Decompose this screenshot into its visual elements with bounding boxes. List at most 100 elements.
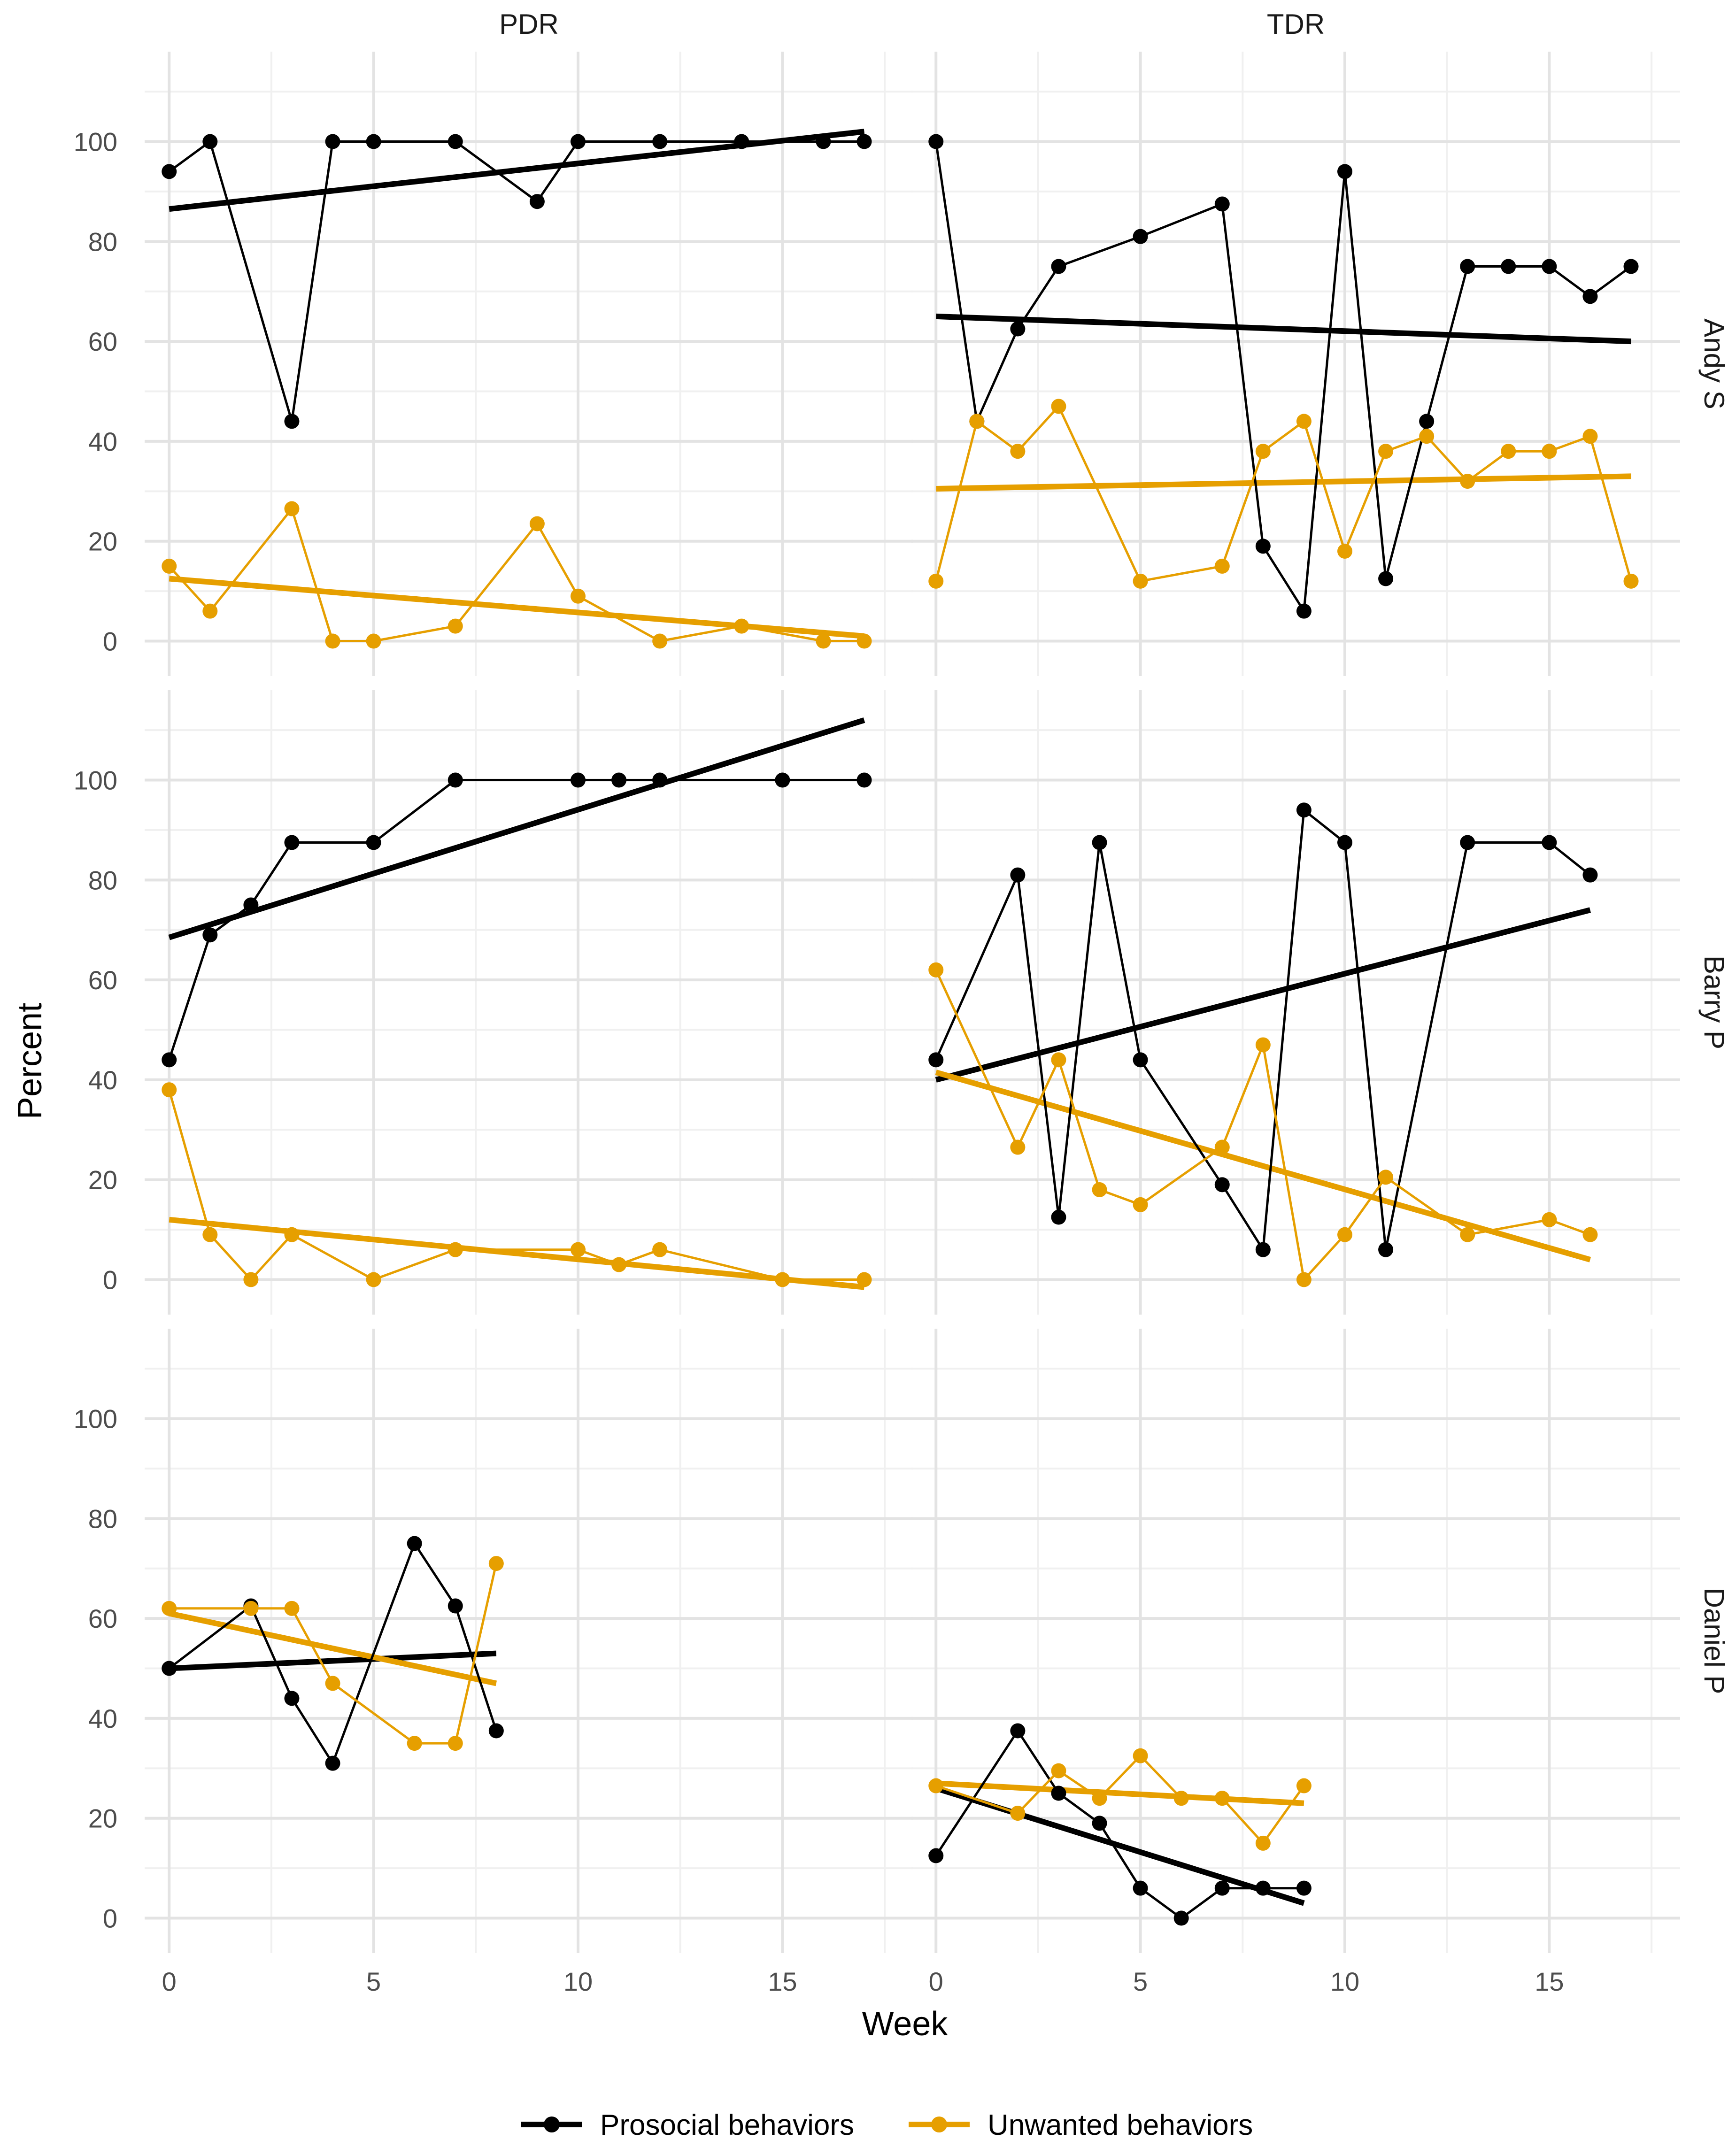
- data-point-unwanted-behaviors: [1133, 1748, 1148, 1763]
- data-point-prosocial-behaviors: [202, 927, 218, 943]
- series-line-prosocial-behaviors: [935, 1730, 1304, 1919]
- y-tick-label: 40: [88, 1065, 117, 1095]
- data-point-prosocial-behaviors: [1255, 1880, 1271, 1896]
- data-point-unwanted-behaviors: [1501, 444, 1516, 459]
- strip-labels: PDR TDR Andy S Barry P Daniel P: [499, 8, 1730, 1694]
- data-point-unwanted-behaviors: [1460, 474, 1475, 489]
- y-tick-label: 40: [88, 427, 117, 456]
- data-point-prosocial-behaviors: [1010, 1723, 1026, 1739]
- data-point-prosocial-behaviors: [1542, 259, 1557, 274]
- data-point-unwanted-behaviors: [856, 633, 872, 649]
- data-point-unwanted-behaviors: [1296, 1778, 1312, 1793]
- x-tick-label: 15: [1535, 1967, 1564, 1996]
- data-point-unwanted-behaviors: [1051, 1052, 1066, 1068]
- y-axis-title: Percent: [11, 1003, 49, 1119]
- data-point-prosocial-behaviors: [202, 134, 218, 149]
- legend-label: Unwanted behaviors: [988, 2109, 1253, 2141]
- data-point-unwanted-behaviors: [1582, 1227, 1598, 1242]
- trend-line-prosocial-behaviors: [169, 129, 865, 212]
- data-point-prosocial-behaviors: [1173, 1910, 1189, 1926]
- trend-line-prosocial-behaviors: [936, 313, 1631, 345]
- data-point-unwanted-behaviors: [928, 573, 944, 589]
- data-point-prosocial-behaviors: [611, 772, 627, 788]
- data-point-unwanted-behaviors: [488, 1556, 504, 1571]
- x-tick-label: 10: [563, 1967, 593, 1996]
- data-point-unwanted-behaviors: [816, 633, 831, 649]
- data-point-unwanted-behaviors: [652, 1242, 668, 1257]
- data-point-unwanted-behaviors: [1582, 429, 1598, 444]
- data-point-unwanted-behaviors: [1337, 544, 1352, 559]
- data-point-prosocial-behaviors: [448, 134, 463, 149]
- legend-swatch-point: [931, 2117, 947, 2132]
- data-point-unwanted-behaviors: [1010, 1139, 1026, 1155]
- data-point-prosocial-behaviors: [1133, 1880, 1148, 1896]
- data-point-unwanted-behaviors: [162, 1601, 177, 1616]
- data-point-prosocial-behaviors: [1051, 1209, 1066, 1225]
- data-point-unwanted-behaviors: [284, 501, 300, 516]
- data-point-prosocial-behaviors: [529, 194, 545, 209]
- y-tick-label: 60: [88, 1604, 117, 1633]
- data-point-prosocial-behaviors: [1582, 867, 1598, 883]
- x-tick-label: 10: [1330, 1967, 1359, 1996]
- data-point-prosocial-behaviors: [1214, 1177, 1230, 1193]
- data-point-unwanted-behaviors: [448, 618, 463, 634]
- series-line-unwanted-behaviors: [168, 508, 864, 642]
- legend: Prosocial behaviors Unwanted behaviors: [521, 2109, 1253, 2141]
- data-point-unwanted-behaviors: [366, 633, 381, 649]
- data-point-prosocial-behaviors: [1296, 603, 1312, 619]
- data-point-unwanted-behaviors: [1092, 1182, 1107, 1197]
- data-point-unwanted-behaviors: [1255, 1835, 1271, 1851]
- column-strip-label-tdr: TDR: [1267, 8, 1325, 40]
- data-point-prosocial-behaviors: [1296, 802, 1312, 818]
- data-point-prosocial-behaviors: [652, 772, 668, 788]
- data-point-prosocial-behaviors: [325, 134, 340, 149]
- data-point-unwanted-behaviors: [1542, 444, 1557, 459]
- data-point-prosocial-behaviors: [366, 134, 381, 149]
- trend-line-unwanted-behaviors: [169, 576, 865, 639]
- trend-line-prosocial-behaviors: [169, 1650, 497, 1671]
- data-point-unwanted-behaviors: [1214, 1791, 1230, 1806]
- data-point-unwanted-behaviors: [652, 633, 668, 649]
- panel-barry-p-tdr: [928, 802, 1598, 1287]
- data-point-prosocial-behaviors: [1378, 571, 1394, 586]
- data-point-unwanted-behaviors: [1255, 444, 1271, 459]
- trend-line-unwanted-behaviors: [168, 1610, 497, 1686]
- data-point-prosocial-behaviors: [1214, 1880, 1230, 1896]
- data-point-unwanted-behaviors: [1296, 414, 1312, 429]
- grid-layer: [145, 52, 1680, 1953]
- panel-daniel-p-pdr: [162, 1536, 504, 1771]
- data-point-prosocial-behaviors: [162, 1052, 177, 1068]
- data-point-unwanted-behaviors: [284, 1227, 300, 1242]
- data-point-unwanted-behaviors: [1296, 1272, 1312, 1287]
- data-point-prosocial-behaviors: [928, 134, 944, 149]
- data-point-prosocial-behaviors: [488, 1723, 504, 1739]
- y-tick-label: 40: [88, 1704, 117, 1733]
- data-point-unwanted-behaviors: [1214, 558, 1230, 574]
- panel-andy-s-tdr: [928, 134, 1639, 619]
- x-axis-title: Week: [862, 2005, 949, 2043]
- y-tick-label: 60: [88, 327, 117, 356]
- data-point-unwanted-behaviors: [1173, 1791, 1189, 1806]
- data-point-unwanted-behaviors: [202, 1227, 218, 1242]
- data-point-unwanted-behaviors: [284, 1601, 300, 1616]
- data-point-unwanted-behaviors: [1133, 1197, 1148, 1212]
- data-point-prosocial-behaviors: [1010, 867, 1026, 883]
- x-tick-label: 15: [768, 1967, 797, 1996]
- data-point-unwanted-behaviors: [162, 558, 177, 574]
- data-point-prosocial-behaviors: [1501, 259, 1516, 274]
- series-line-prosocial-behaviors: [168, 140, 864, 423]
- data-point-unwanted-behaviors: [1092, 1791, 1107, 1806]
- data-point-unwanted-behaviors: [928, 962, 944, 977]
- data-point-prosocial-behaviors: [325, 1755, 340, 1771]
- data-point-unwanted-behaviors: [1010, 1806, 1026, 1821]
- data-point-prosocial-behaviors: [1092, 835, 1107, 850]
- data-point-unwanted-behaviors: [969, 414, 985, 429]
- y-tick-label: 20: [88, 527, 117, 556]
- data-point-unwanted-behaviors: [1337, 1227, 1352, 1242]
- data-point-unwanted-behaviors: [325, 1676, 340, 1691]
- data-point-unwanted-behaviors: [407, 1736, 422, 1751]
- y-tick-label: 0: [103, 1265, 117, 1295]
- data-point-unwanted-behaviors: [325, 633, 340, 649]
- legend-item-unwanted-behaviors: Unwanted behaviors: [909, 2109, 1253, 2141]
